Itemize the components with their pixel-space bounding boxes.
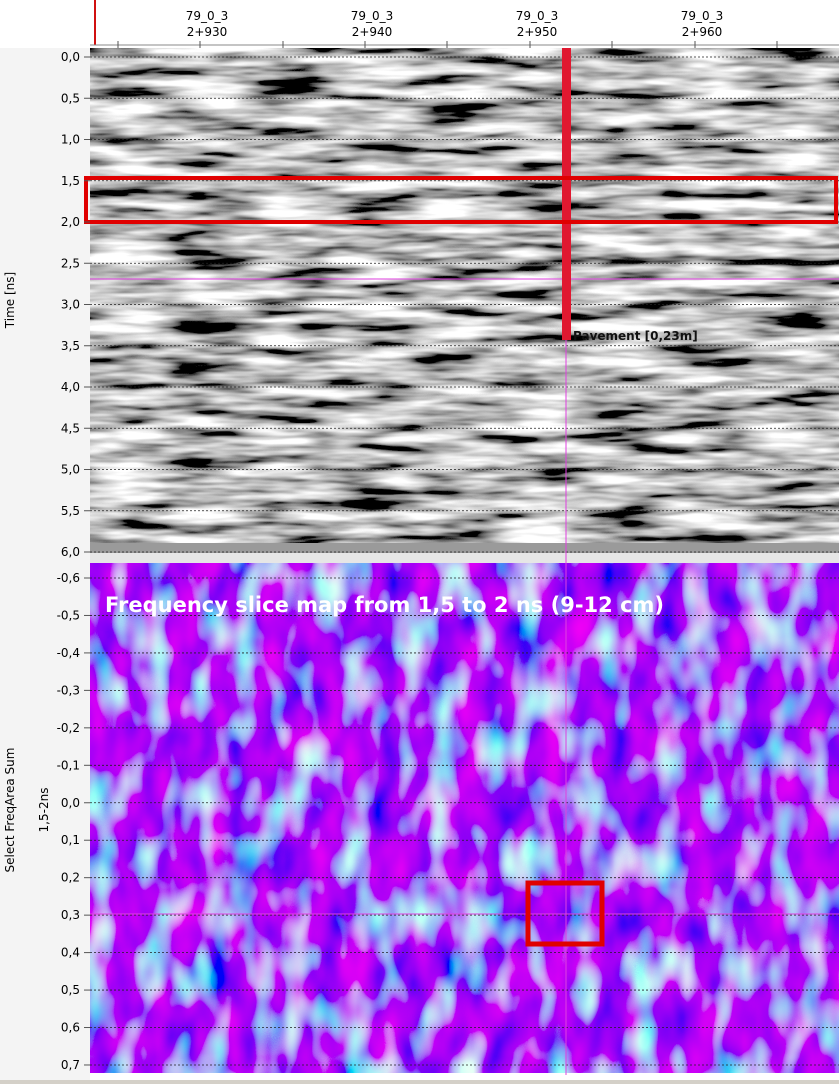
y-tick-label: 0,2 bbox=[61, 871, 80, 885]
separator bbox=[90, 553, 839, 563]
axis-line-label: 79_0_3 bbox=[186, 9, 229, 23]
y-tick-label: 0,1 bbox=[61, 833, 80, 847]
y-tick-label: -0,1 bbox=[57, 758, 80, 772]
annotation: Pavement [0,23m] bbox=[573, 329, 698, 343]
axis-station-label: 2+950 bbox=[517, 25, 558, 39]
y-tick-label: 4,0 bbox=[61, 380, 80, 394]
y-tick-label: 0,0 bbox=[61, 796, 80, 810]
y-tick-label: 1,0 bbox=[61, 133, 80, 147]
y-tick-label: 0,3 bbox=[61, 908, 80, 922]
axis-station-label: 2+960 bbox=[682, 25, 723, 39]
slice-map bbox=[90, 563, 839, 1073]
axis-line-label: 79_0_3 bbox=[516, 9, 559, 23]
y-tick-label: -0,4 bbox=[57, 646, 80, 660]
y-tick-label: 0,0 bbox=[61, 50, 80, 64]
y-tick-label: 0,5 bbox=[61, 91, 80, 105]
y-tick-label: 2,0 bbox=[61, 215, 80, 229]
radargram bbox=[90, 48, 839, 553]
y-tick-label: 0,5 bbox=[61, 983, 80, 997]
axis-line-label: 79_0_3 bbox=[681, 9, 724, 23]
y-tick-label: 1,5 bbox=[61, 174, 80, 188]
axis-line-label: 79_0_3 bbox=[351, 9, 394, 23]
selection-band bbox=[84, 176, 838, 224]
y-tick-label: 4,5 bbox=[61, 421, 80, 435]
y-label: Time [ns] bbox=[3, 272, 17, 329]
y-tick-label: -0,3 bbox=[57, 683, 80, 697]
y-tick-label: 6,0 bbox=[61, 545, 80, 559]
y-tick-label: 0,4 bbox=[61, 946, 80, 960]
y-tick-label: 0,6 bbox=[61, 1021, 80, 1035]
y-tick-label: -0,5 bbox=[57, 608, 80, 622]
y-tick-label: 3,0 bbox=[61, 298, 80, 312]
grid bbox=[90, 56, 839, 1066]
y-tick-label: 3,5 bbox=[61, 339, 80, 353]
axis-station-label: 2+930 bbox=[187, 25, 228, 39]
y-tick-label: 0,7 bbox=[61, 1058, 80, 1072]
y-tick-label: 5,5 bbox=[61, 504, 80, 518]
axis-station-label: 2+940 bbox=[352, 25, 393, 39]
y-axis-area bbox=[0, 48, 90, 1080]
selection-box bbox=[525, 880, 605, 947]
y-tick-label: -0,2 bbox=[57, 721, 80, 735]
pavement-marker bbox=[562, 48, 571, 340]
y-label: Select FreqArea Sum bbox=[3, 748, 17, 873]
y-tick-label: 5,0 bbox=[61, 463, 80, 477]
y-tick-label: 2,5 bbox=[61, 256, 80, 270]
y-sublabel: 1,5-2ns bbox=[37, 788, 51, 833]
y-tick-label: -0,6 bbox=[57, 571, 80, 585]
map-title: Frequency slice map from 1,5 to 2 ns (9-… bbox=[105, 593, 664, 617]
